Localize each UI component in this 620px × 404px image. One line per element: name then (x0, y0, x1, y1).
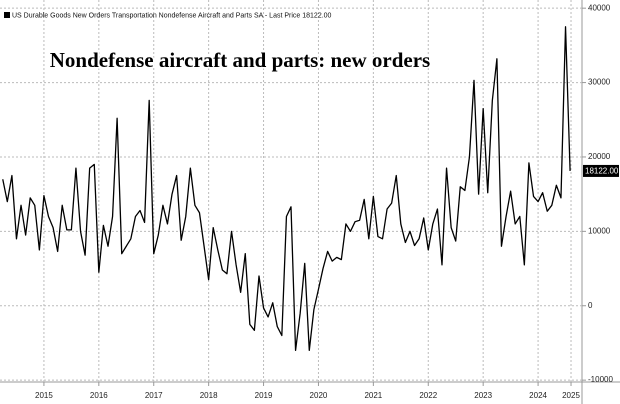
x-tick-label: 2018 (200, 391, 218, 400)
x-tick-label: 2020 (310, 391, 328, 400)
plot (2, 26, 571, 352)
x-tick-label: 2022 (419, 391, 437, 400)
legend-label: US Durable Goods New Orders Transportati… (12, 12, 332, 19)
y-tick-label: 40000 (588, 3, 611, 12)
x-tick-label: 2016 (90, 391, 108, 400)
x-tick-label: 2017 (145, 391, 163, 400)
last-price-tag (583, 164, 619, 177)
x-tick-label: 2019 (255, 391, 273, 400)
y-tick-label: 30000 (588, 78, 611, 87)
x-tick-label: 2023 (474, 391, 492, 400)
x-tick-label: 2025 (562, 391, 580, 400)
chart-title: Nondefense aircraft and parts: new order… (50, 48, 430, 72)
y-tick-label: 20000 (588, 152, 611, 161)
x-tick-label: 2015 (35, 391, 53, 400)
line (2, 26, 571, 352)
y-tick-label: 0 (588, 301, 593, 310)
last-price-label: 18122.00 (585, 167, 619, 176)
legend-swatch (4, 12, 10, 18)
x-tick-label: 2024 (529, 391, 547, 400)
y-tick-label: -10000 (588, 375, 613, 384)
x-tick-label: 2021 (364, 391, 382, 400)
y-tick-label: 10000 (588, 226, 611, 235)
